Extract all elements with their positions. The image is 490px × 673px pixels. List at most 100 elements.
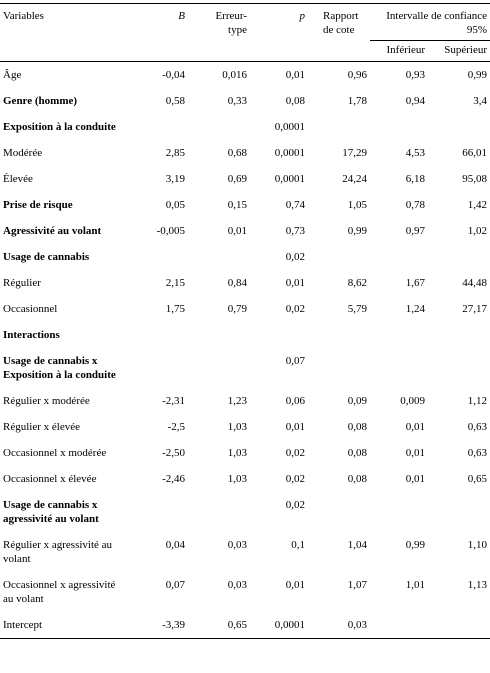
value-cell: 0,0001 [274,619,305,631]
variable-cell: Usage de cannabis x agressivité au volan… [0,492,140,532]
table-row: Interactions [0,322,490,348]
header-text: Erreur-type [215,10,247,36]
variable-cell: Intercept [3,619,43,631]
value-cell: 0,03 [347,619,367,631]
value-cell: 0,07 [165,579,185,591]
variable-cell: Usage de cannabis x Exposition à la cond… [0,348,140,388]
value-cell: 0,63 [467,421,487,433]
value-cell: -0,04 [162,69,185,81]
value-cell [370,322,428,348]
variable-cell: Occasionnel x modérée [3,447,107,459]
value-cell: 1,01 [405,579,425,591]
value-cell: 0,01 [227,225,247,237]
variable-cell: Élevée [3,173,33,185]
value-cell: -2,5 [167,421,185,433]
value-cell: 0,05 [165,199,185,211]
table-row: Régulier x agressivité au volant 0,04 0,03… [0,532,490,572]
value-cell: 0,09 [347,395,367,407]
variable-label: Usage de cannabis [3,251,90,263]
value-cell: 2,85 [165,147,185,159]
header-cell: Intervalle de confiance 95% [370,3,490,41]
value-cell: 0,0001 [274,147,305,159]
value-cell: 0,15 [227,199,247,211]
value-cell: 1,04 [347,539,367,551]
value-cell: -0,005 [156,225,185,237]
value-cell: 1,12 [467,395,487,407]
variable-cell: Occasionnel x agressivité au volant [3,579,116,605]
value-cell: 0,65 [227,619,247,631]
table-row: Régulier 2,15 0,84 0,01 8,62 1,67 44,48 [0,270,490,296]
value-cell: 0,74 [285,199,305,211]
table-row: Genre (homme) 0,58 0,33 0,08 1,78 0,94 3,4 [0,88,490,114]
value-cell: 3,4 [473,95,487,107]
value-cell: 17,29 [342,147,367,159]
variable-cell: Interactions [0,322,140,348]
value-cell: 1,02 [467,225,487,237]
value-cell: 0,0001 [274,173,305,185]
value-cell: 0,01 [405,473,425,485]
value-cell: 0,33 [227,95,247,107]
value-cell: -2,46 [162,473,185,485]
value-cell: 0,01 [285,579,305,591]
value-cell: 1,75 [165,303,185,315]
value-cell: 0,01 [405,447,425,459]
table-row: Intercept -3,39 0,65 0,0001 0,03 [0,612,490,639]
value-cell [140,244,188,270]
value-cell: 0,69 [227,173,247,185]
value-cell: 6,18 [405,173,425,185]
value-cell: 0,01 [285,277,305,289]
header-cell: B [178,10,185,22]
variable-cell: Régulier x modérée [3,395,90,407]
table-row: Prise de risque 0,05 0,15 0,74 1,05 0,78 1,42 [0,192,490,218]
value-cell [308,348,370,388]
table-row: Usage de cannabis x Exposition à la cond… [0,348,490,388]
table-row: Exposition à la conduite 0,0001 [0,114,490,140]
variable-cell: Prise de risque [0,192,140,218]
value-cell: 0,08 [347,421,367,433]
variable-cell: Régulier x élevée [3,421,80,433]
table-row: Occasionnel x élevée -2,46 1,03 0,02 0,08 0,0… [0,466,490,492]
variable-cell: Modérée [3,147,43,159]
value-cell: 0,02 [285,473,305,485]
value-cell: 1,03 [227,447,247,459]
value-cell: 0,99 [347,225,367,237]
value-cell: 1,03 [227,473,247,485]
value-cell: 27,17 [462,303,487,315]
value-cell: 0,94 [405,95,425,107]
value-cell [188,348,250,388]
value-cell [140,322,188,348]
value-cell [370,612,428,639]
header-row: Variables B Erreur-type p Rapport de cot… [0,3,490,41]
value-cell: -2,50 [162,447,185,459]
value-cell [140,348,188,388]
value-cell: 0,03 [227,579,247,591]
value-cell: 1,23 [227,395,247,407]
value-cell [428,322,490,348]
variable-label: Usage de cannabis x Exposition à la cond… [3,355,116,381]
table-row: Âge -0,04 0,016 0,01 0,96 0,93 0,99 [0,62,490,89]
value-cell: -3,39 [162,619,185,631]
table-row: Modérée 2,85 0,68 0,0001 17,29 4,53 66,01 [0,140,490,166]
value-cell: 0,84 [227,277,247,289]
value-cell: 1,24 [405,303,425,315]
results-table: Variables B Erreur-type p Rapport de cot… [0,3,490,639]
table-body: Âge -0,04 0,016 0,01 0,96 0,93 0,99 Genre (homm… [0,62,490,639]
value-cell: 1,78 [347,95,367,107]
variable-cell: Exposition à la conduite [0,114,140,140]
value-cell: 1,03 [227,421,247,433]
header-cell: Supérieur [444,44,487,56]
value-cell: 0,02 [285,303,305,315]
value-cell: 0,65 [467,473,487,485]
table-row: Régulier x élevée -2,5 1,03 0,01 0,08 0,01 0,6… [0,414,490,440]
header-cell: Rapport de cote [308,4,370,62]
variable-label: Agressivité au volant [3,225,102,237]
value-cell: 0,07 [285,355,305,367]
value-cell [250,322,308,348]
value-cell: 0,99 [467,69,487,81]
header-text: Rapport de cote [323,10,359,36]
value-cell [428,348,490,388]
value-cell [140,492,188,532]
value-cell: 0,1 [291,539,305,551]
value-cell: 0,99 [405,539,425,551]
